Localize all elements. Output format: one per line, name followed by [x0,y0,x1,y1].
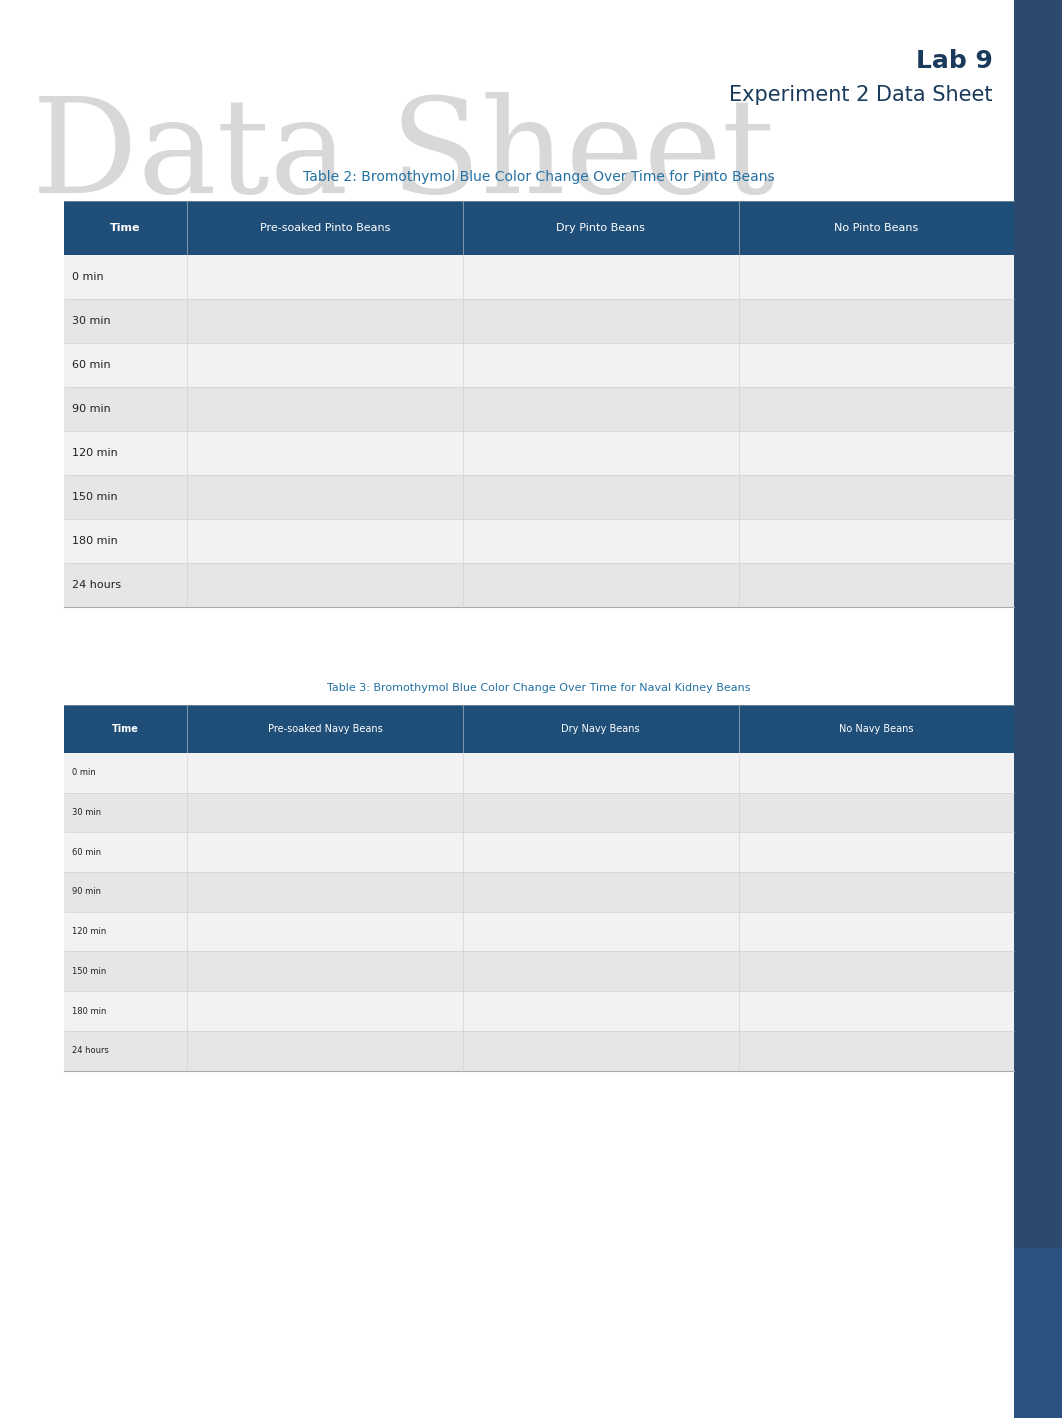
Bar [64,299,1014,343]
Bar [64,951,1014,991]
Text: Time: Time [110,223,141,234]
Text: 0 min: 0 min [72,769,96,777]
Bar [64,991,1014,1031]
Bar [64,519,1014,563]
Text: Experiment 2 Data Sheet: Experiment 2 Data Sheet [730,85,993,105]
Text: Data Sheet: Data Sheet [32,92,775,221]
Text: 180 min: 180 min [72,536,118,546]
Text: No Navy Beans: No Navy Beans [839,723,913,735]
Text: Lab 9: Lab 9 [917,50,993,72]
Bar [64,753,1014,793]
Text: 30 min: 30 min [72,316,110,326]
Text: Dry Navy Beans: Dry Navy Beans [562,723,640,735]
Text: 150 min: 150 min [72,492,118,502]
Text: 0 min: 0 min [72,272,104,282]
Text: Dry Pinto Beans: Dry Pinto Beans [556,223,646,234]
Text: 120 min: 120 min [72,927,106,936]
Text: Pre-soaked Pinto Beans: Pre-soaked Pinto Beans [260,223,391,234]
Bar [64,387,1014,431]
Text: 150 min: 150 min [72,967,106,976]
Text: Table 3: Bromothymol Blue Color Change Over Time for Naval Kidney Beans: Table 3: Bromothymol Blue Color Change O… [327,682,751,693]
Text: 90 min: 90 min [72,888,101,896]
Bar [64,475,1014,519]
Bar [64,255,1014,299]
Text: Pre-soaked Navy Beans: Pre-soaked Navy Beans [268,723,382,735]
Text: No Pinto Beans: No Pinto Beans [835,223,919,234]
Bar [64,1031,1014,1071]
Text: 30 min: 30 min [72,808,101,817]
Bar [64,563,1014,607]
Bar [64,832,1014,872]
Bar [64,705,1014,753]
Text: 180 min: 180 min [72,1007,106,1015]
Bar [1014,1248,1062,1418]
Bar [64,343,1014,387]
Bar [1014,0,1062,1248]
Bar [64,912,1014,951]
Bar [64,431,1014,475]
Text: 60 min: 60 min [72,848,101,856]
Bar [64,872,1014,912]
Text: 60 min: 60 min [72,360,110,370]
Bar [64,201,1014,255]
Text: 24 hours: 24 hours [72,580,121,590]
Text: Table 2: Bromothymol Blue Color Change Over Time for Pinto Beans: Table 2: Bromothymol Blue Color Change O… [303,170,775,184]
Text: 24 hours: 24 hours [72,1046,109,1055]
Text: 90 min: 90 min [72,404,110,414]
Text: Time: Time [113,723,139,735]
Bar [64,793,1014,832]
Text: 120 min: 120 min [72,448,118,458]
